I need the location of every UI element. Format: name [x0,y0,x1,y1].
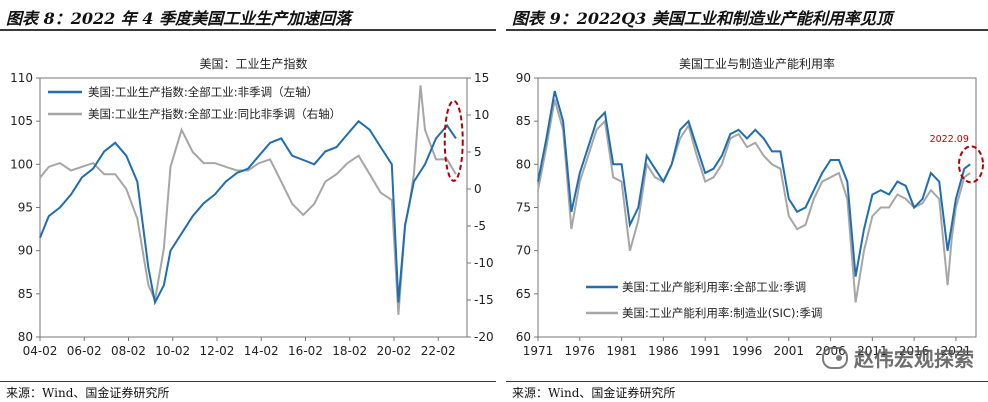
figure-9-source: 来源：Wind、国金证券研究所 [512,386,676,400]
figure-8-title: 图表 8：2022 年 4 季度美国工业生产加速回落 [6,9,352,28]
figure-8-top-rule [0,29,496,31]
x-tick-label: 22-02 [421,344,456,358]
y-right-tick-label: 10 [474,108,489,122]
y-left-tick-label: 100 [10,157,33,171]
y-tick-label: 60 [516,330,531,344]
x-tick-label: 1976 [565,344,596,358]
legend-label: 美国:工业生产指数:全部工业:同比非季调（右轴） [88,107,341,121]
x-tick-label: 2011 [857,344,888,358]
y-right-tick-label: -15 [474,293,494,307]
wechat-icon [822,346,848,369]
x-tick-label: 2021 [941,344,972,358]
x-tick-label: 08-02 [111,344,146,358]
figure-8: 图表 8：2022 年 4 季度美国工业生产加速回落 美国：工业生产指数 110 1… [0,9,496,400]
legend-label: 美国:工业产能利用率:全部工业:季调 [622,280,806,294]
industrial-production-chart: 美国：工业生产指数11010510095908580151050-5-10-15… [10,56,494,358]
chart-title: 美国：工业生产指数 [199,56,307,71]
highlight-ellipse [957,145,984,184]
figure-9-title: 图表 9：2022Q3 美国工业和制造业产能利用率见顶 [512,9,892,28]
series-total-line [537,90,971,277]
series-index-line [39,119,457,306]
y-right-tick-label: -10 [474,256,494,270]
y-right-tick-label: 15 [474,71,489,85]
x-tick-label: 2001 [773,344,804,358]
y-left-tick-label: 95 [18,201,33,215]
figure-9: 图表 9：2022Q3 美国工业和制造业产能利用率见顶 美国工业与制造业产能利用… [506,0,988,402]
y-tick-label: 75 [516,201,531,215]
y-tick-label: 85 [516,114,531,128]
x-tick-label: 16-02 [288,344,323,358]
figure-9-top-rule [506,29,988,31]
figure-8-source: 来源：Wind、国金证券研究所 [6,386,170,400]
chart-title: 美国工业与制造业产能利用率 [679,56,835,71]
y-left-tick-label: 80 [18,330,33,344]
y-right-tick-label: -20 [474,330,494,344]
y-left-tick-label: 105 [10,114,33,128]
x-tick-label: 1981 [606,344,637,358]
watermark-text: 赵伟宏观探索 [854,347,974,371]
x-tick-label: 1986 [648,344,679,358]
x-tick-label: 1991 [690,344,721,358]
figure-9-bottom-rule [506,381,988,382]
y-right-tick-label: -5 [474,219,486,233]
highlight-ellipse [443,99,464,182]
x-tick-label: 20-02 [377,344,412,358]
y-tick-label: 90 [516,71,531,85]
y-left-tick-label: 110 [10,71,33,85]
x-tick-label: 12-02 [200,344,235,358]
x-tick-label: 04-02 [23,344,58,358]
x-tick-label: 2016 [899,344,930,358]
x-tick-label: 14-02 [244,344,279,358]
x-tick-label: 10-02 [155,344,190,358]
x-tick-label: 18-02 [332,344,367,358]
series-manufacturing-line [537,99,971,303]
x-tick-label: 1971 [523,344,554,358]
y-tick-label: 70 [516,244,531,258]
wechat-watermark: 赵伟宏观探索 [822,343,974,372]
y-left-tick-label: 90 [18,244,33,258]
plot-frame [537,77,977,338]
legend-label: 美国:工业生产指数:全部工业:非季调（左轴） [88,85,318,99]
figure-8-bottom-rule [0,381,496,382]
x-tick-label: 1996 [732,344,763,358]
y-left-tick-label: 85 [18,287,33,301]
y-tick-label: 80 [516,157,531,171]
legend-label: 美国:工业产能利用率:制造业(SIC):季调 [622,306,822,320]
x-tick-label: 06-02 [67,344,102,358]
y-right-tick-label: 0 [474,182,482,196]
peak-annotation: 2022.09 [930,134,969,145]
y-right-tick-label: 5 [474,145,482,159]
y-tick-label: 65 [516,287,531,301]
